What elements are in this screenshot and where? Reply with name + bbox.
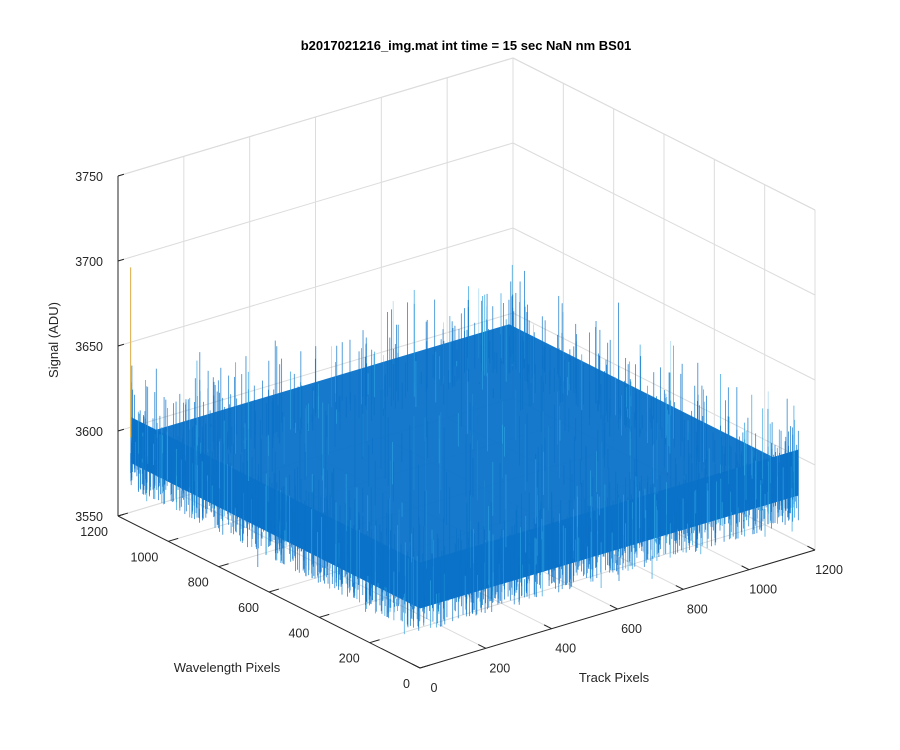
y-tick-label: 600 <box>238 601 259 615</box>
y-tick <box>369 639 380 644</box>
grid-line <box>117 227 514 347</box>
z-tick-label: 3650 <box>75 340 103 354</box>
z-tick-label: 3550 <box>75 510 103 524</box>
z-tick <box>117 173 125 177</box>
y-tick-label: 1000 <box>131 550 159 564</box>
z-tick-label: 3700 <box>75 255 103 269</box>
x-tick <box>543 624 552 630</box>
y-tick-label: 0 <box>403 677 410 691</box>
y-tick <box>268 588 280 593</box>
z-tick <box>117 343 125 347</box>
axes <box>117 173 816 669</box>
grid-line <box>369 524 765 644</box>
y-tick <box>319 613 330 618</box>
x-tick-label: 400 <box>555 642 576 656</box>
chart-title: b2017021216_img.mat int time = 15 sec Na… <box>301 38 632 53</box>
x-axis-label: Track Pixels <box>579 670 650 685</box>
z-tick-label: 3750 <box>75 170 103 184</box>
signal-surface <box>129 264 799 635</box>
z-tick <box>117 258 125 262</box>
y-tick-label: 200 <box>339 652 360 666</box>
z-tick-label: 3600 <box>75 425 103 439</box>
x-tick-label: 600 <box>621 622 642 636</box>
grid-line <box>512 142 816 296</box>
grid-line <box>117 142 514 262</box>
box-edge <box>117 57 514 177</box>
x-tick-label: 0 <box>431 681 438 695</box>
y-tick-label: 1200 <box>80 525 108 539</box>
y-axis-label: Wavelength Pixels <box>174 660 281 675</box>
tick-labels: 0 200 400 600 800 1000 1200 0 200 400 600 800 1000 12… <box>75 170 843 695</box>
y-tick-label: 400 <box>288 626 309 640</box>
grid-line <box>512 227 816 381</box>
x-tick <box>412 663 421 669</box>
box-edge <box>512 57 816 211</box>
x-tick-label: 200 <box>489 661 510 675</box>
z-tick <box>117 428 125 432</box>
x-tick <box>609 604 618 610</box>
y-tick <box>218 563 229 568</box>
x-tick-label: 1200 <box>815 563 843 577</box>
x-tick <box>675 585 684 590</box>
z-axis-label: Signal (ADU) <box>46 302 61 378</box>
x-tick-label: 800 <box>687 602 708 616</box>
x-tick-label: 1000 <box>749 583 777 597</box>
x-tick <box>741 565 750 571</box>
x-tick <box>478 644 487 649</box>
y-tick-label: 800 <box>188 576 209 590</box>
x-tick <box>807 545 816 551</box>
y-tick <box>168 537 179 542</box>
y-tick <box>419 664 431 669</box>
z-tick <box>117 513 125 517</box>
